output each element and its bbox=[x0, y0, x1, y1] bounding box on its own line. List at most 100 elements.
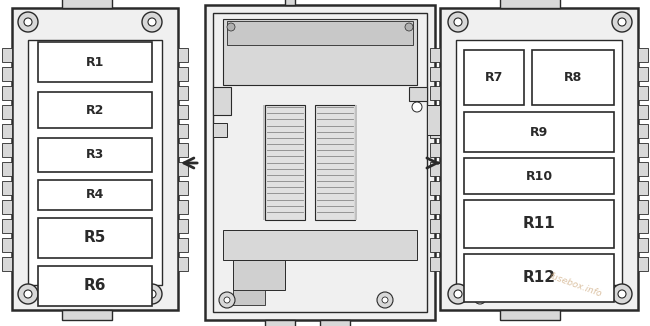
Circle shape bbox=[454, 18, 462, 26]
Bar bbox=[233, 260, 285, 290]
Text: R4: R4 bbox=[86, 188, 104, 201]
Bar bbox=[263, 105, 265, 220]
Bar bbox=[178, 200, 188, 214]
Text: R11: R11 bbox=[523, 216, 555, 231]
Bar bbox=[2, 162, 12, 176]
Text: R3: R3 bbox=[86, 149, 104, 161]
Bar bbox=[320, 320, 350, 326]
Circle shape bbox=[405, 23, 413, 31]
Bar bbox=[430, 105, 440, 119]
Bar bbox=[2, 257, 12, 271]
Bar bbox=[178, 105, 188, 119]
Bar bbox=[638, 67, 648, 81]
Bar bbox=[38, 42, 152, 82]
Bar bbox=[638, 238, 648, 252]
Bar bbox=[2, 105, 12, 119]
Bar bbox=[430, 238, 440, 252]
Bar bbox=[2, 200, 12, 214]
Bar bbox=[213, 87, 231, 115]
Circle shape bbox=[142, 12, 162, 32]
Bar bbox=[178, 124, 188, 138]
Text: R6: R6 bbox=[84, 278, 106, 293]
Bar bbox=[430, 48, 440, 62]
Bar bbox=[430, 86, 440, 100]
Bar bbox=[440, 8, 638, 310]
Circle shape bbox=[454, 290, 462, 298]
Bar bbox=[409, 87, 427, 101]
Bar bbox=[178, 181, 188, 195]
Bar bbox=[12, 8, 178, 310]
Bar bbox=[38, 138, 152, 172]
Bar bbox=[430, 67, 440, 81]
Bar bbox=[638, 200, 648, 214]
Bar bbox=[430, 257, 440, 271]
Bar bbox=[178, 48, 188, 62]
Bar bbox=[2, 219, 12, 233]
Bar bbox=[430, 219, 440, 233]
Bar bbox=[638, 181, 648, 195]
Bar bbox=[430, 162, 440, 176]
Bar bbox=[2, 124, 12, 138]
Text: R8: R8 bbox=[564, 71, 582, 84]
Text: R7: R7 bbox=[485, 71, 503, 84]
Bar bbox=[500, 310, 560, 320]
Bar bbox=[638, 105, 648, 119]
Bar bbox=[233, 290, 265, 305]
Circle shape bbox=[448, 284, 468, 304]
Bar bbox=[2, 238, 12, 252]
Bar bbox=[430, 143, 440, 157]
Bar bbox=[464, 254, 614, 302]
Circle shape bbox=[24, 290, 32, 298]
Bar bbox=[213, 13, 427, 312]
Bar bbox=[2, 181, 12, 195]
Bar bbox=[638, 48, 648, 62]
Circle shape bbox=[448, 12, 468, 32]
Bar bbox=[38, 266, 152, 306]
Bar bbox=[430, 124, 440, 138]
Bar bbox=[178, 257, 188, 271]
Bar bbox=[464, 200, 614, 248]
Text: R5: R5 bbox=[84, 230, 106, 245]
Bar bbox=[223, 230, 417, 260]
Bar bbox=[205, 5, 435, 320]
Bar bbox=[213, 123, 227, 137]
Circle shape bbox=[148, 18, 156, 26]
Bar bbox=[427, 105, 440, 135]
Bar bbox=[223, 19, 417, 85]
Bar bbox=[464, 158, 614, 194]
Bar bbox=[2, 143, 12, 157]
Bar bbox=[178, 67, 188, 81]
Bar bbox=[638, 162, 648, 176]
Circle shape bbox=[219, 292, 235, 308]
Circle shape bbox=[618, 290, 626, 298]
Bar bbox=[500, 0, 560, 8]
Circle shape bbox=[382, 297, 388, 303]
Bar bbox=[38, 92, 152, 128]
Bar bbox=[2, 48, 12, 62]
Bar bbox=[178, 162, 188, 176]
Bar bbox=[2, 86, 12, 100]
Circle shape bbox=[618, 18, 626, 26]
Circle shape bbox=[474, 292, 486, 304]
Bar bbox=[178, 238, 188, 252]
Bar bbox=[38, 218, 152, 258]
Bar bbox=[178, 143, 188, 157]
Text: R1: R1 bbox=[86, 55, 104, 68]
Bar bbox=[62, 0, 112, 8]
Bar bbox=[430, 200, 440, 214]
Circle shape bbox=[24, 18, 32, 26]
Bar bbox=[62, 310, 112, 320]
Bar bbox=[315, 105, 355, 220]
Bar bbox=[178, 219, 188, 233]
Bar bbox=[638, 219, 648, 233]
Bar bbox=[2, 67, 12, 81]
Bar bbox=[464, 50, 524, 105]
Bar bbox=[28, 40, 162, 285]
Circle shape bbox=[612, 284, 632, 304]
Bar bbox=[638, 143, 648, 157]
Text: R2: R2 bbox=[86, 103, 104, 116]
Bar bbox=[456, 40, 622, 285]
Bar bbox=[532, 50, 614, 105]
Circle shape bbox=[227, 23, 235, 31]
Bar bbox=[178, 86, 188, 100]
